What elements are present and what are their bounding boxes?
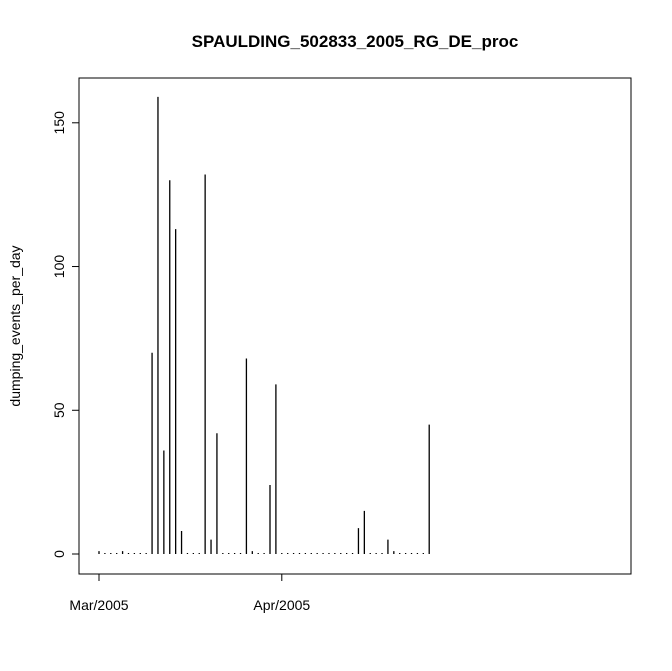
y-tick-label: 50: [51, 402, 67, 418]
y-axis: 0 50 100 150: [51, 111, 80, 558]
bars: [98, 96, 430, 554]
y-tick-label: 0: [51, 550, 67, 558]
y-tick-label: 150: [51, 111, 67, 135]
y-tick-label: 100: [51, 255, 67, 279]
y-axis-label: dumping_events_per_day: [7, 245, 23, 406]
x-tick-label: Apr/2005: [253, 597, 310, 613]
x-axis: Mar/2005 Apr/2005: [69, 573, 310, 613]
plot-area-frame: [78, 77, 632, 575]
x-tick-label: Mar/2005: [69, 597, 128, 613]
chart-title: SPAULDING_502833_2005_RG_DE_proc: [192, 32, 519, 51]
